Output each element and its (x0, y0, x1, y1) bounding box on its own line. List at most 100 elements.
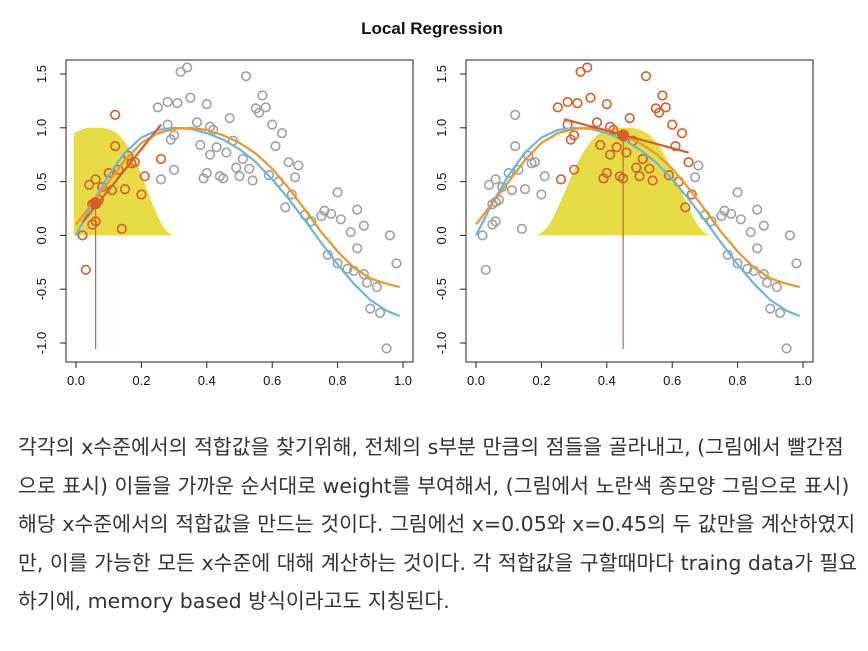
data-point-neighbor (640, 71, 652, 82)
data-point-other (791, 258, 802, 269)
data-point-other (693, 160, 704, 171)
data-point-other (506, 185, 518, 196)
data-point-other (771, 281, 782, 293)
data-point-neighbor (624, 112, 635, 124)
data-point-other (735, 214, 747, 225)
data-point-other (182, 62, 193, 73)
data-point-other (365, 303, 376, 314)
plot-frame (465, 59, 814, 363)
data-point-other (332, 258, 343, 269)
data-point-neighbor (568, 164, 580, 175)
x-tick-label: 0.2 (532, 373, 550, 388)
data-point-other (172, 97, 183, 109)
data-point-other (752, 243, 763, 254)
data-point-other (162, 96, 173, 108)
data-point-neighbor (604, 149, 616, 160)
data-point-other (345, 227, 356, 238)
data-point-other (221, 147, 232, 158)
data-point-neighbor (90, 174, 101, 185)
data-point-other (490, 174, 501, 185)
data-point-neighbor (660, 102, 671, 113)
data-point-other (761, 277, 773, 288)
y-tick-label: -1.0 (34, 332, 49, 354)
data-point-other (539, 171, 550, 182)
y-tick-label: 0.5 (34, 173, 49, 191)
data-point-other (480, 264, 491, 275)
x-tick-label: 0.4 (198, 373, 216, 388)
data-point-other (352, 243, 363, 254)
data-point-neighbor (83, 179, 95, 190)
data-point-other (510, 109, 521, 120)
data-point-other (254, 107, 265, 118)
true-function-curve (75, 126, 401, 318)
plot-frame (65, 59, 414, 363)
data-point-other (276, 128, 288, 139)
data-point-other (477, 230, 488, 241)
data-point-other (316, 210, 327, 222)
x-tick-label: 1.0 (394, 373, 412, 388)
data-point-neighbor (568, 130, 580, 141)
data-point-neighbor (572, 97, 583, 109)
data-point-other (224, 112, 235, 124)
data-point-neighbor (562, 96, 573, 108)
data-point-neighbor (90, 216, 101, 227)
data-point-other (758, 220, 769, 231)
fitted-value-point (617, 129, 630, 142)
data-point-other (529, 157, 541, 168)
data-point-other (519, 184, 531, 195)
data-point-other (384, 230, 396, 241)
data-point-other (361, 277, 373, 288)
x-tick-label: 0.6 (663, 373, 681, 388)
x-tick-label: 0.2 (132, 373, 150, 388)
data-point-neighbor (110, 141, 121, 152)
data-point-other (375, 307, 386, 319)
data-point-other (267, 119, 278, 130)
data-point-other (234, 171, 245, 182)
data-point-other (201, 167, 212, 179)
data-point-neighbor (116, 223, 127, 234)
data-point-neighbor (136, 189, 147, 200)
figure-title: Local Regression (361, 19, 503, 38)
data-point-other (484, 179, 495, 190)
data-point-neighbor (686, 189, 697, 200)
data-point-neighbor (87, 219, 98, 230)
x-tick-label: 0.0 (67, 373, 85, 388)
data-point-neighbor (667, 119, 678, 130)
data-point-neighbor (103, 167, 114, 179)
x-tick-label: 0.4 (598, 373, 616, 388)
data-point-other (293, 160, 304, 171)
kernel-weight-shape (74, 127, 178, 236)
data-point-neighbor (670, 141, 681, 152)
data-point-other (191, 117, 203, 128)
data-point-other (332, 187, 343, 198)
data-point-neighbor (657, 90, 668, 101)
data-point-other (280, 202, 291, 213)
data-point-other (725, 208, 737, 219)
data-point-other (240, 71, 252, 82)
data-point-other (244, 163, 255, 174)
data-point-other (490, 216, 501, 227)
fitted-value-point (89, 197, 102, 210)
data-point-neighbor (647, 175, 658, 186)
data-point-other (503, 167, 514, 179)
data-point-other (257, 90, 268, 101)
data-point-neighbor (601, 98, 612, 110)
data-point-other (270, 141, 281, 152)
y-tick-label: -0.5 (34, 278, 49, 300)
data-point-other (752, 204, 763, 215)
data-point-other (513, 164, 524, 175)
data-point-other (152, 102, 163, 113)
data-point-other (260, 102, 271, 113)
fitted-loess-curve (75, 126, 400, 289)
data-point-other (231, 162, 242, 173)
data-point-neighbor (598, 173, 609, 184)
data-point-other (758, 269, 769, 280)
data-point-other (516, 223, 527, 234)
data-point-other (732, 187, 743, 198)
data-point-other (290, 172, 301, 183)
true-function-curve (475, 126, 801, 318)
data-point-other (335, 214, 347, 225)
data-point-neighbor (653, 107, 665, 118)
data-point-other (765, 303, 776, 314)
caption-paragraph: 각각의 x수준에서의 적합값을 찾기위해, 전체의 s부분 만큼의 점들을 골라… (18, 435, 858, 614)
